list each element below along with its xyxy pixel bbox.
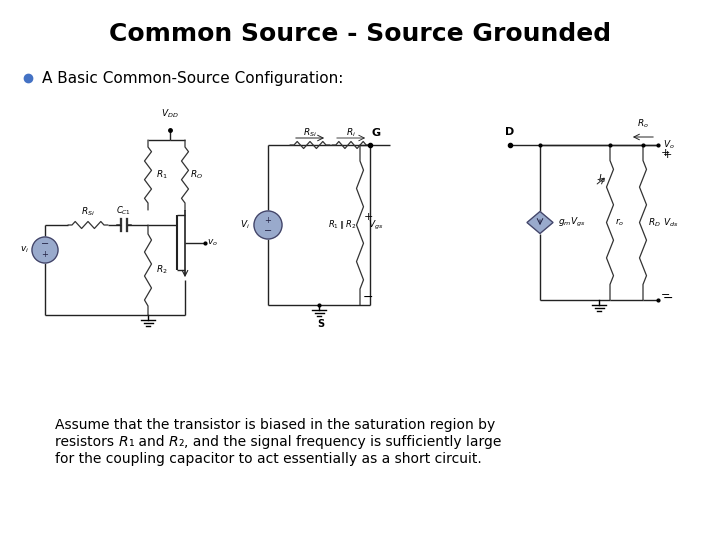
Text: $R_{Si}$: $R_{Si}$	[303, 126, 317, 139]
Text: +: +	[661, 148, 670, 158]
Text: +: +	[364, 212, 373, 222]
Text: $V_{DD}$: $V_{DD}$	[161, 107, 179, 120]
Text: $v_o$: $v_o$	[207, 237, 218, 248]
Text: $R_D$: $R_D$	[648, 216, 661, 229]
Text: $V_i$: $V_i$	[240, 219, 250, 231]
Text: for the coupling capacitor to act essentially as a short circuit.: for the coupling capacitor to act essent…	[55, 452, 482, 466]
Text: $V_{gs}$: $V_{gs}$	[368, 219, 383, 232]
Text: $V_o$: $V_o$	[663, 139, 675, 151]
Circle shape	[254, 211, 282, 239]
Text: R: R	[168, 435, 179, 449]
Text: resistors: resistors	[55, 435, 118, 449]
Text: +: +	[663, 150, 672, 160]
Text: $r_o$: $r_o$	[615, 217, 624, 228]
Text: +: +	[42, 250, 48, 259]
Text: , and the signal frequency is sufficiently large: , and the signal frequency is sufficient…	[184, 435, 501, 449]
Text: A Basic Common-Source Configuration:: A Basic Common-Source Configuration:	[42, 71, 343, 85]
Text: $R_1$: $R_1$	[156, 168, 168, 181]
Text: −: −	[661, 290, 670, 300]
Text: $v_i$: $v_i$	[20, 245, 29, 255]
Text: S: S	[318, 319, 325, 329]
Text: $C_{C1}$: $C_{C1}$	[117, 205, 132, 217]
Text: G: G	[372, 128, 381, 138]
Text: and: and	[134, 435, 168, 449]
Text: Common Source - Source Grounded: Common Source - Source Grounded	[109, 22, 611, 46]
Polygon shape	[527, 212, 553, 233]
Text: $R_1{\parallel}R_2$: $R_1{\parallel}R_2$	[328, 219, 356, 232]
Text: $R_o$: $R_o$	[637, 118, 649, 130]
Text: $I_d$: $I_d$	[598, 172, 607, 185]
Text: $R_2$: $R_2$	[156, 264, 168, 276]
Text: $V_{ds}$: $V_{ds}$	[663, 216, 678, 229]
Text: ₂: ₂	[179, 435, 184, 449]
Text: $R_i$: $R_i$	[346, 126, 356, 139]
Text: $g_m V_{gs}$: $g_m V_{gs}$	[558, 216, 585, 229]
Text: D: D	[505, 127, 515, 137]
Text: Assume that the transistor is biased in the saturation region by: Assume that the transistor is biased in …	[55, 418, 495, 432]
Text: R: R	[118, 435, 128, 449]
Text: +: +	[264, 215, 271, 225]
Text: ₁: ₁	[128, 435, 134, 449]
Text: $R_{Si}$: $R_{Si}$	[81, 206, 95, 218]
Text: −: −	[363, 291, 373, 303]
Text: −: −	[264, 226, 272, 237]
Circle shape	[32, 237, 58, 263]
Text: −: −	[41, 239, 49, 249]
Text: −: −	[663, 292, 673, 305]
Text: $R_O$: $R_O$	[190, 168, 203, 181]
